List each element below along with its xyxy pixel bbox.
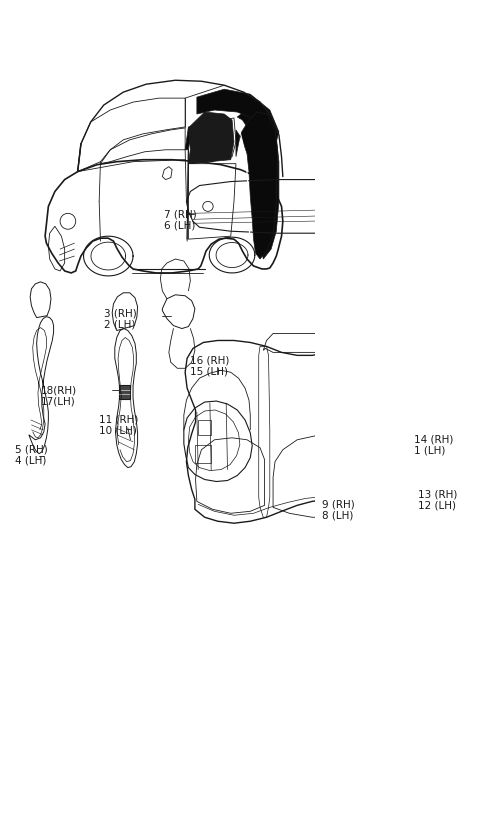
Bar [195,445,211,463]
Bar [119,385,131,399]
Bar [198,420,211,435]
Text: 14 (RH): 14 (RH) [414,435,454,445]
Text: 13 (RH): 13 (RH) [418,489,457,500]
Polygon shape [188,112,234,164]
Text: 4 (LH): 4 (LH) [14,456,46,465]
Text: 10 (LH): 10 (LH) [99,426,137,436]
Text: 3 (RH): 3 (RH) [104,308,136,319]
Text: 9 (RH): 9 (RH) [322,499,355,510]
Text: 16 (RH): 16 (RH) [191,355,230,366]
Text: 7 (RH): 7 (RH) [164,209,197,219]
Text: 5 (RH): 5 (RH) [14,445,47,455]
Text: 15 (LH): 15 (LH) [191,366,228,376]
Text: 6 (LH): 6 (LH) [164,220,196,231]
Text: 12 (LH): 12 (LH) [418,501,456,510]
Text: 11 (RH): 11 (RH) [99,415,139,425]
Polygon shape [197,89,279,142]
Polygon shape [237,102,279,259]
Polygon shape [236,112,277,259]
Polygon shape [185,127,192,150]
Text: 1 (LH): 1 (LH) [414,446,446,456]
Text: 18(RH): 18(RH) [40,385,77,395]
Text: 17(LH): 17(LH) [40,396,75,406]
Text: 8 (LH): 8 (LH) [322,510,353,520]
Text: 2 (LH): 2 (LH) [104,320,135,330]
